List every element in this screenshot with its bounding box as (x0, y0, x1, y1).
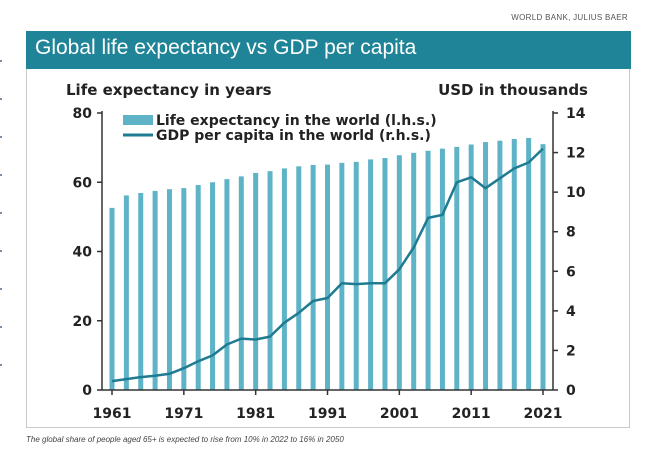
bar (238, 176, 244, 390)
bar (152, 190, 158, 390)
bar (267, 171, 273, 390)
y-left-tick-label: 20 (73, 314, 93, 330)
bar (540, 144, 546, 390)
y-right-tick-label: 14 (566, 106, 586, 122)
bar (368, 159, 374, 390)
y-left-tick-label: 40 (73, 245, 93, 261)
y-right-tick-label: 0 (566, 383, 576, 399)
edge-mark (0, 98, 2, 100)
x-tick-label: 1981 (236, 406, 275, 422)
bar (210, 182, 216, 390)
y-right-tick-label: 12 (566, 146, 585, 162)
x-tick-label: 2021 (524, 406, 563, 422)
legend-label-life-expectancy: Life expectancy in the world (l.h.s.) (156, 113, 437, 129)
y-right-tick-label: 4 (566, 304, 576, 320)
caption: The global share of people aged 65+ is e… (26, 435, 344, 444)
source-label: WORLD BANK, JULIUS BAER (511, 13, 628, 22)
chart-frame (26, 69, 630, 428)
y-left-tick-label: 60 (73, 175, 93, 191)
x-tick-label: 2001 (380, 406, 419, 422)
x-tick-label: 1991 (308, 406, 347, 422)
legend-bar-swatch (123, 115, 153, 125)
bar (396, 155, 402, 390)
y-right-tick-label: 2 (566, 343, 576, 359)
bar (411, 152, 417, 390)
x-tick-label: 2011 (452, 406, 491, 422)
y-right-tick-label: 8 (566, 225, 576, 241)
plot-area: 0 20 40 60 80 0 2 4 6 8 10 12 14 1961 1971 1981 1991 2001… (73, 106, 586, 422)
bar (296, 166, 302, 390)
y-left-tick-label: 80 (73, 106, 93, 122)
title-banner: Global life expectancy vs GDP per capita (26, 31, 631, 69)
bar (468, 144, 474, 390)
edge-mark (0, 136, 2, 138)
bar (138, 192, 144, 390)
y-right-tick-label: 10 (566, 185, 586, 201)
chart-title: Global life expectancy vs GDP per capita (35, 36, 417, 59)
bar (497, 140, 503, 390)
bar (439, 148, 445, 390)
x-tick-label: 1961 (93, 406, 132, 422)
bar (123, 195, 129, 390)
edge-mark (0, 288, 2, 290)
y-right-tick-label: 6 (566, 264, 576, 280)
bar (281, 168, 287, 390)
gdp-line (111, 147, 544, 383)
y-left-tick-label: 0 (82, 383, 92, 399)
bar (339, 162, 345, 390)
y-axis-right-label: USD in thousands (438, 81, 588, 99)
edge-mark (0, 212, 2, 214)
edge-mark (0, 250, 2, 252)
bar (511, 138, 517, 390)
legend-label-gdp: GDP per capita in the world (r.h.s.) (156, 128, 431, 144)
bar (382, 158, 388, 390)
bar (166, 189, 172, 390)
legend: Life expectancy in the world (l.h.s.) GD… (123, 113, 437, 144)
edge-mark (0, 364, 2, 366)
bar (195, 185, 201, 390)
edge-mark (0, 60, 2, 62)
bar (454, 146, 460, 390)
x-tick-label: 1971 (164, 406, 203, 422)
bar (425, 150, 431, 390)
edge-mark (0, 326, 2, 328)
bar (526, 137, 532, 390)
edge-mark (0, 174, 2, 176)
y-axis-left-label: Life expectancy in years (66, 81, 272, 99)
bar (325, 164, 330, 390)
bar (224, 179, 230, 390)
bar (310, 164, 316, 390)
bar (109, 207, 115, 390)
edge-marks (0, 60, 3, 420)
bar (353, 161, 359, 390)
bar (253, 172, 259, 390)
bar (483, 142, 489, 390)
bar (181, 188, 187, 390)
